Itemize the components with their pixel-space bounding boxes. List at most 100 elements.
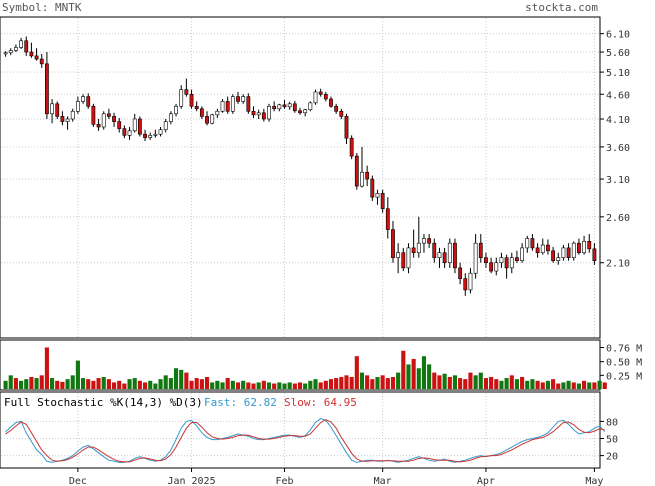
volume-bar [349, 376, 354, 389]
candle-body [236, 96, 240, 102]
volume-bar [220, 382, 225, 389]
volume-bar [297, 382, 303, 389]
volume-bar [50, 378, 55, 389]
candle-body [282, 104, 287, 108]
volume-bar [514, 379, 520, 389]
volume-bar [60, 381, 65, 389]
candle-body [117, 121, 122, 129]
candle-body [442, 252, 447, 264]
candle-body [458, 267, 463, 279]
candle-body [411, 247, 416, 254]
candle-body [91, 105, 96, 125]
candle-body [230, 96, 235, 112]
candle-body [354, 155, 359, 187]
volume-bar [365, 375, 370, 389]
volume-bar [106, 379, 111, 389]
candle-body [210, 114, 215, 124]
volume-bar [292, 383, 297, 389]
candle-body [349, 137, 354, 157]
candle-body [148, 135, 153, 138]
candle-body [50, 103, 54, 115]
candle-body [246, 96, 251, 112]
volume-bar [427, 364, 432, 389]
candle-body [577, 242, 581, 254]
volume-bar [354, 356, 359, 389]
volume-bar [308, 380, 313, 389]
candle-body [380, 193, 385, 210]
volume-bar [318, 382, 323, 389]
candle-body [391, 229, 395, 258]
candle-body [261, 112, 266, 120]
volume-bar [473, 375, 478, 389]
candle-body [24, 40, 29, 53]
price-tick-label: 2.60 [606, 213, 630, 224]
stochastic-tick-label: 80 [606, 417, 618, 428]
volume-tick-label: 0.25 M [606, 371, 642, 382]
volume-bar [158, 379, 163, 389]
volume-bar [137, 380, 142, 389]
candle-body [515, 257, 519, 261]
candle-body [504, 257, 509, 269]
candle-body [122, 128, 127, 136]
volume-bar [225, 378, 230, 389]
volume-bar [504, 378, 509, 389]
volume-bar [437, 375, 442, 389]
date-tick-label: Feb [275, 476, 293, 486]
candle-body [8, 50, 13, 54]
volume-bar [168, 378, 173, 389]
candle-body [318, 91, 323, 95]
volume-bar [520, 376, 525, 389]
volume-bar [241, 380, 246, 389]
candle-body [75, 101, 80, 112]
candle-body [194, 105, 199, 110]
volume-bar [111, 382, 117, 389]
candle-body [298, 110, 302, 114]
candle-body [3, 52, 8, 55]
candle-body [34, 55, 39, 60]
candle-body [365, 171, 370, 180]
volume-bar [29, 376, 34, 389]
candle-body [19, 40, 23, 48]
volume-bar [509, 375, 514, 389]
candle-body [81, 96, 85, 102]
volume-bar [132, 378, 137, 389]
volume-bar [153, 383, 158, 389]
candle-body [168, 113, 173, 122]
volume-bar [556, 383, 561, 389]
volume-bar [39, 375, 44, 389]
candle-body [344, 116, 349, 139]
candle-body [29, 51, 34, 57]
volume-bar [91, 380, 96, 389]
volume-axis: 0.76 M 0.50 M 0.25 M [600, 343, 642, 382]
candle-body [132, 118, 137, 132]
candle-body [70, 110, 75, 120]
candle-body [137, 118, 142, 135]
price-panel [0, 16, 601, 339]
volume-bar [344, 375, 349, 389]
price-tick-label: 2.10 [606, 259, 630, 270]
volume-bar [561, 382, 566, 389]
candle-body [292, 103, 297, 112]
candle-body [39, 58, 44, 65]
candle-body [241, 96, 246, 102]
volume-bar [163, 375, 168, 389]
volume-bar [582, 380, 587, 389]
candle-body [127, 130, 132, 136]
volume-bar [385, 378, 390, 389]
volume-bar [421, 356, 427, 389]
candle-body [473, 242, 478, 274]
volume-tick-label: 0.76 M [606, 343, 642, 354]
candle-body [406, 247, 411, 269]
stochastic-legend: Full Stochastic %K(14,3) %D(3) Fast: 62.… [4, 396, 357, 409]
volume-series [3, 347, 607, 389]
candle-body [199, 108, 204, 117]
volume-bar [545, 380, 550, 389]
candle-body [468, 272, 473, 291]
candle-body [313, 91, 318, 104]
candle-body [267, 105, 271, 120]
date-tick-label: Jan 2025 [167, 476, 215, 486]
candle-body [308, 102, 313, 111]
candle-body [422, 238, 426, 244]
candle-body [427, 238, 432, 244]
symbol-label: Symbol: MNTK [2, 1, 82, 14]
